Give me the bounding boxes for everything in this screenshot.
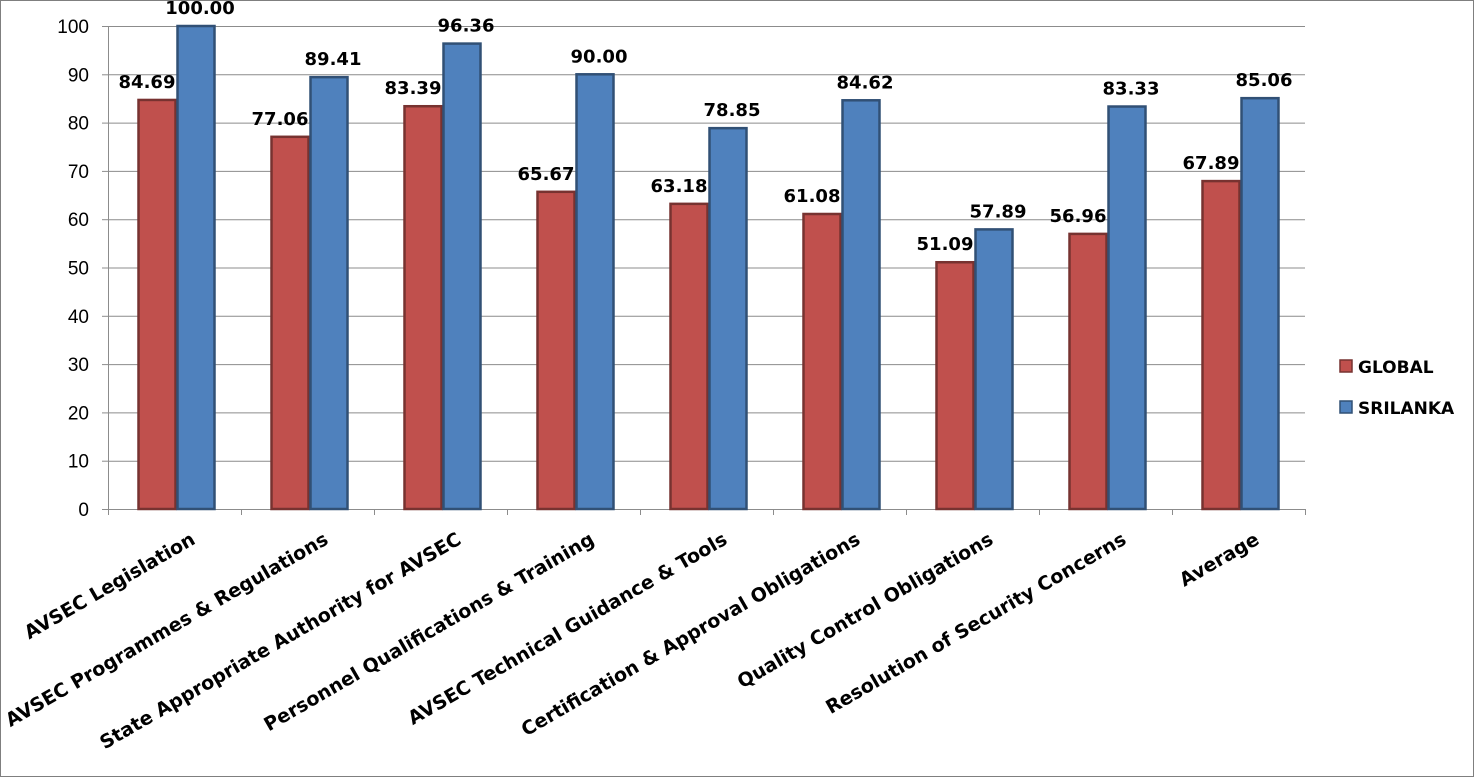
bar-global-5 [802, 212, 842, 511]
bar-srilanka-5 [841, 99, 881, 511]
data-label-srilanka-7: 83.33 [1103, 79, 1160, 100]
bar-global-7 [1068, 232, 1108, 511]
bars [137, 24, 1280, 511]
bar-global-2 [403, 104, 443, 511]
category-label-8: Average [1176, 528, 1263, 591]
bar-srilanka-7 [1107, 105, 1147, 511]
data-label-srilanka-4: 78.85 [704, 100, 761, 121]
data-label-srilanka-2: 96.36 [438, 16, 495, 37]
data-label-srilanka-5: 84.62 [837, 72, 894, 93]
data-label-global-5: 61.08 [784, 186, 841, 207]
axes: 0 10 20 30 40 50 60 70 80 90 100 [57, 17, 1306, 521]
y-tick-label: 60 [68, 210, 89, 231]
legend-swatch-srilanka [1339, 400, 1353, 414]
bar-srilanka-2 [442, 42, 482, 511]
data-labels: 84.69 100.00 77.06 89.41 83.39 96.36 65.67 90.0… [119, 1, 1293, 255]
bar-global-0 [137, 98, 177, 511]
y-tick-label: 30 [68, 355, 89, 376]
bar-srilanka-3 [575, 73, 615, 511]
y-tick-label: 10 [68, 452, 89, 473]
y-tick-label: 0 [78, 500, 89, 521]
y-tick-label: 80 [68, 114, 89, 135]
legend: GLOBAL SRILANKA [1339, 358, 1455, 419]
bar-global-1 [270, 135, 310, 511]
y-tick-label: 40 [68, 307, 89, 328]
data-label-srilanka-1: 89.41 [305, 49, 362, 70]
bar-global-6 [935, 260, 975, 511]
legend-label-global: GLOBAL [1358, 358, 1434, 378]
data-label-global-7: 56.96 [1050, 206, 1107, 227]
bar-srilanka-8 [1240, 96, 1280, 511]
data-label-global-3: 65.67 [518, 164, 575, 185]
data-label-srilanka-8: 85.06 [1236, 70, 1293, 91]
bar-srilanka-1 [309, 75, 349, 511]
y-tick-label: 100 [57, 17, 89, 38]
bar-srilanka-4 [708, 126, 748, 511]
bar-srilanka-0 [176, 24, 216, 511]
bar-srilanka-6 [974, 228, 1014, 511]
data-label-srilanka-3: 90.00 [571, 46, 628, 67]
data-label-global-6: 51.09 [917, 234, 974, 255]
data-label-global-1: 77.06 [252, 109, 309, 130]
y-tick-label: 70 [68, 162, 89, 183]
category-label-6: Quality Control Obligations [734, 528, 997, 693]
y-tick-label: 90 [68, 65, 89, 86]
y-tick-label: 50 [68, 259, 89, 280]
data-label-global-0: 84.69 [119, 72, 176, 93]
data-label-global-8: 67.89 [1183, 153, 1240, 174]
data-label-global-4: 63.18 [651, 176, 708, 197]
bar-global-8 [1201, 179, 1241, 511]
bar-global-4 [669, 202, 709, 511]
data-label-global-2: 83.39 [385, 78, 442, 99]
data-label-srilanka-6: 57.89 [970, 201, 1027, 222]
bar-global-3 [536, 190, 576, 511]
legend-swatch-global [1339, 359, 1353, 373]
data-label-srilanka-0: 100.00 [165, 1, 234, 19]
y-tick-label: 20 [68, 403, 89, 424]
legend-label-srilanka: SRILANKA [1358, 399, 1455, 419]
